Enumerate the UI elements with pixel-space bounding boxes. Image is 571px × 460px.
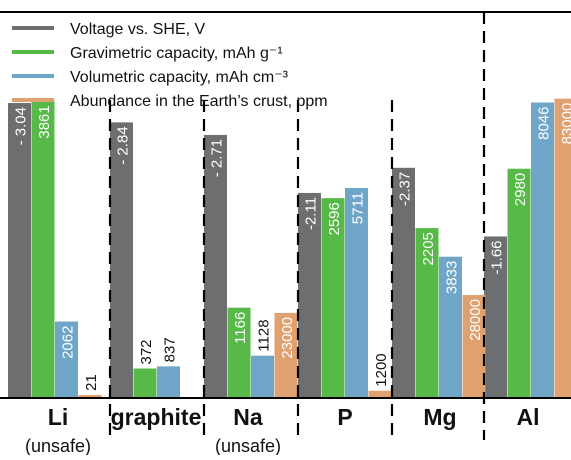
data-label-2-3: 23000 [279,317,296,359]
category-label-5: Al [517,404,540,430]
data-label-5-1: 2980 [512,173,529,206]
data-label-2-1: 1166 [232,312,249,344]
data-label-1-1: 372 [138,339,155,364]
legend-label-1: Gravimetric capacity, mAh g⁻¹ [70,45,283,62]
data-label-4-1: 2205 [420,232,437,265]
bar-0-3 [79,395,102,397]
bar-2-2 [251,356,274,397]
legend-label-3: Abundance in the Earth’s crust, ppm [70,93,328,110]
category-label-0: Li [48,404,68,430]
data-label-1-0: - 2.84 [115,126,132,164]
bar-0-1 [32,101,55,397]
data-label-3-3: 1200 [373,353,390,386]
bar-1-2 [157,366,180,397]
data-label-5-2: 8046 [536,107,553,140]
data-label-3-1: 2596 [326,202,343,235]
bar-1-1 [134,369,157,397]
category-label-4: Mg [423,404,456,430]
data-label-4-0: -2.37 [397,172,414,206]
bar-0-0 [8,103,31,397]
data-label-2-0: - 2.71 [209,139,226,177]
data-label-5-0: -1.66 [489,240,506,274]
bar-3-3 [369,391,392,397]
data-label-0-2: 2062 [60,326,77,359]
data-label-0-0: - 3.04 [13,107,30,145]
bar-5-2 [531,103,554,397]
category-sublabel-0: (unsafe) [25,436,91,455]
legend-label-0: Voltage vs. SHE, V [70,21,206,38]
data-label-3-0: -2.11 [303,197,320,230]
category-label-3: P [337,404,352,430]
data-label-4-2: 3833 [444,261,461,294]
data-label-3-2: 5711 [350,192,367,224]
data-label-0-3: 21 [83,374,100,391]
data-label-4-3: 28000 [467,299,484,341]
data-label-0-1: 3861 [36,105,53,138]
category-label-2: Na [233,404,263,430]
data-label-5-3: 83000 [559,103,571,145]
data-label-2-2: 1128 [256,319,273,351]
category-sublabel-2: (unsafe) [215,436,281,455]
legend-label-2: Volumetric capacity, mAh cm⁻³ [70,69,289,86]
data-label-1-2: 837 [162,337,179,362]
category-label-1: graphite [111,404,202,430]
